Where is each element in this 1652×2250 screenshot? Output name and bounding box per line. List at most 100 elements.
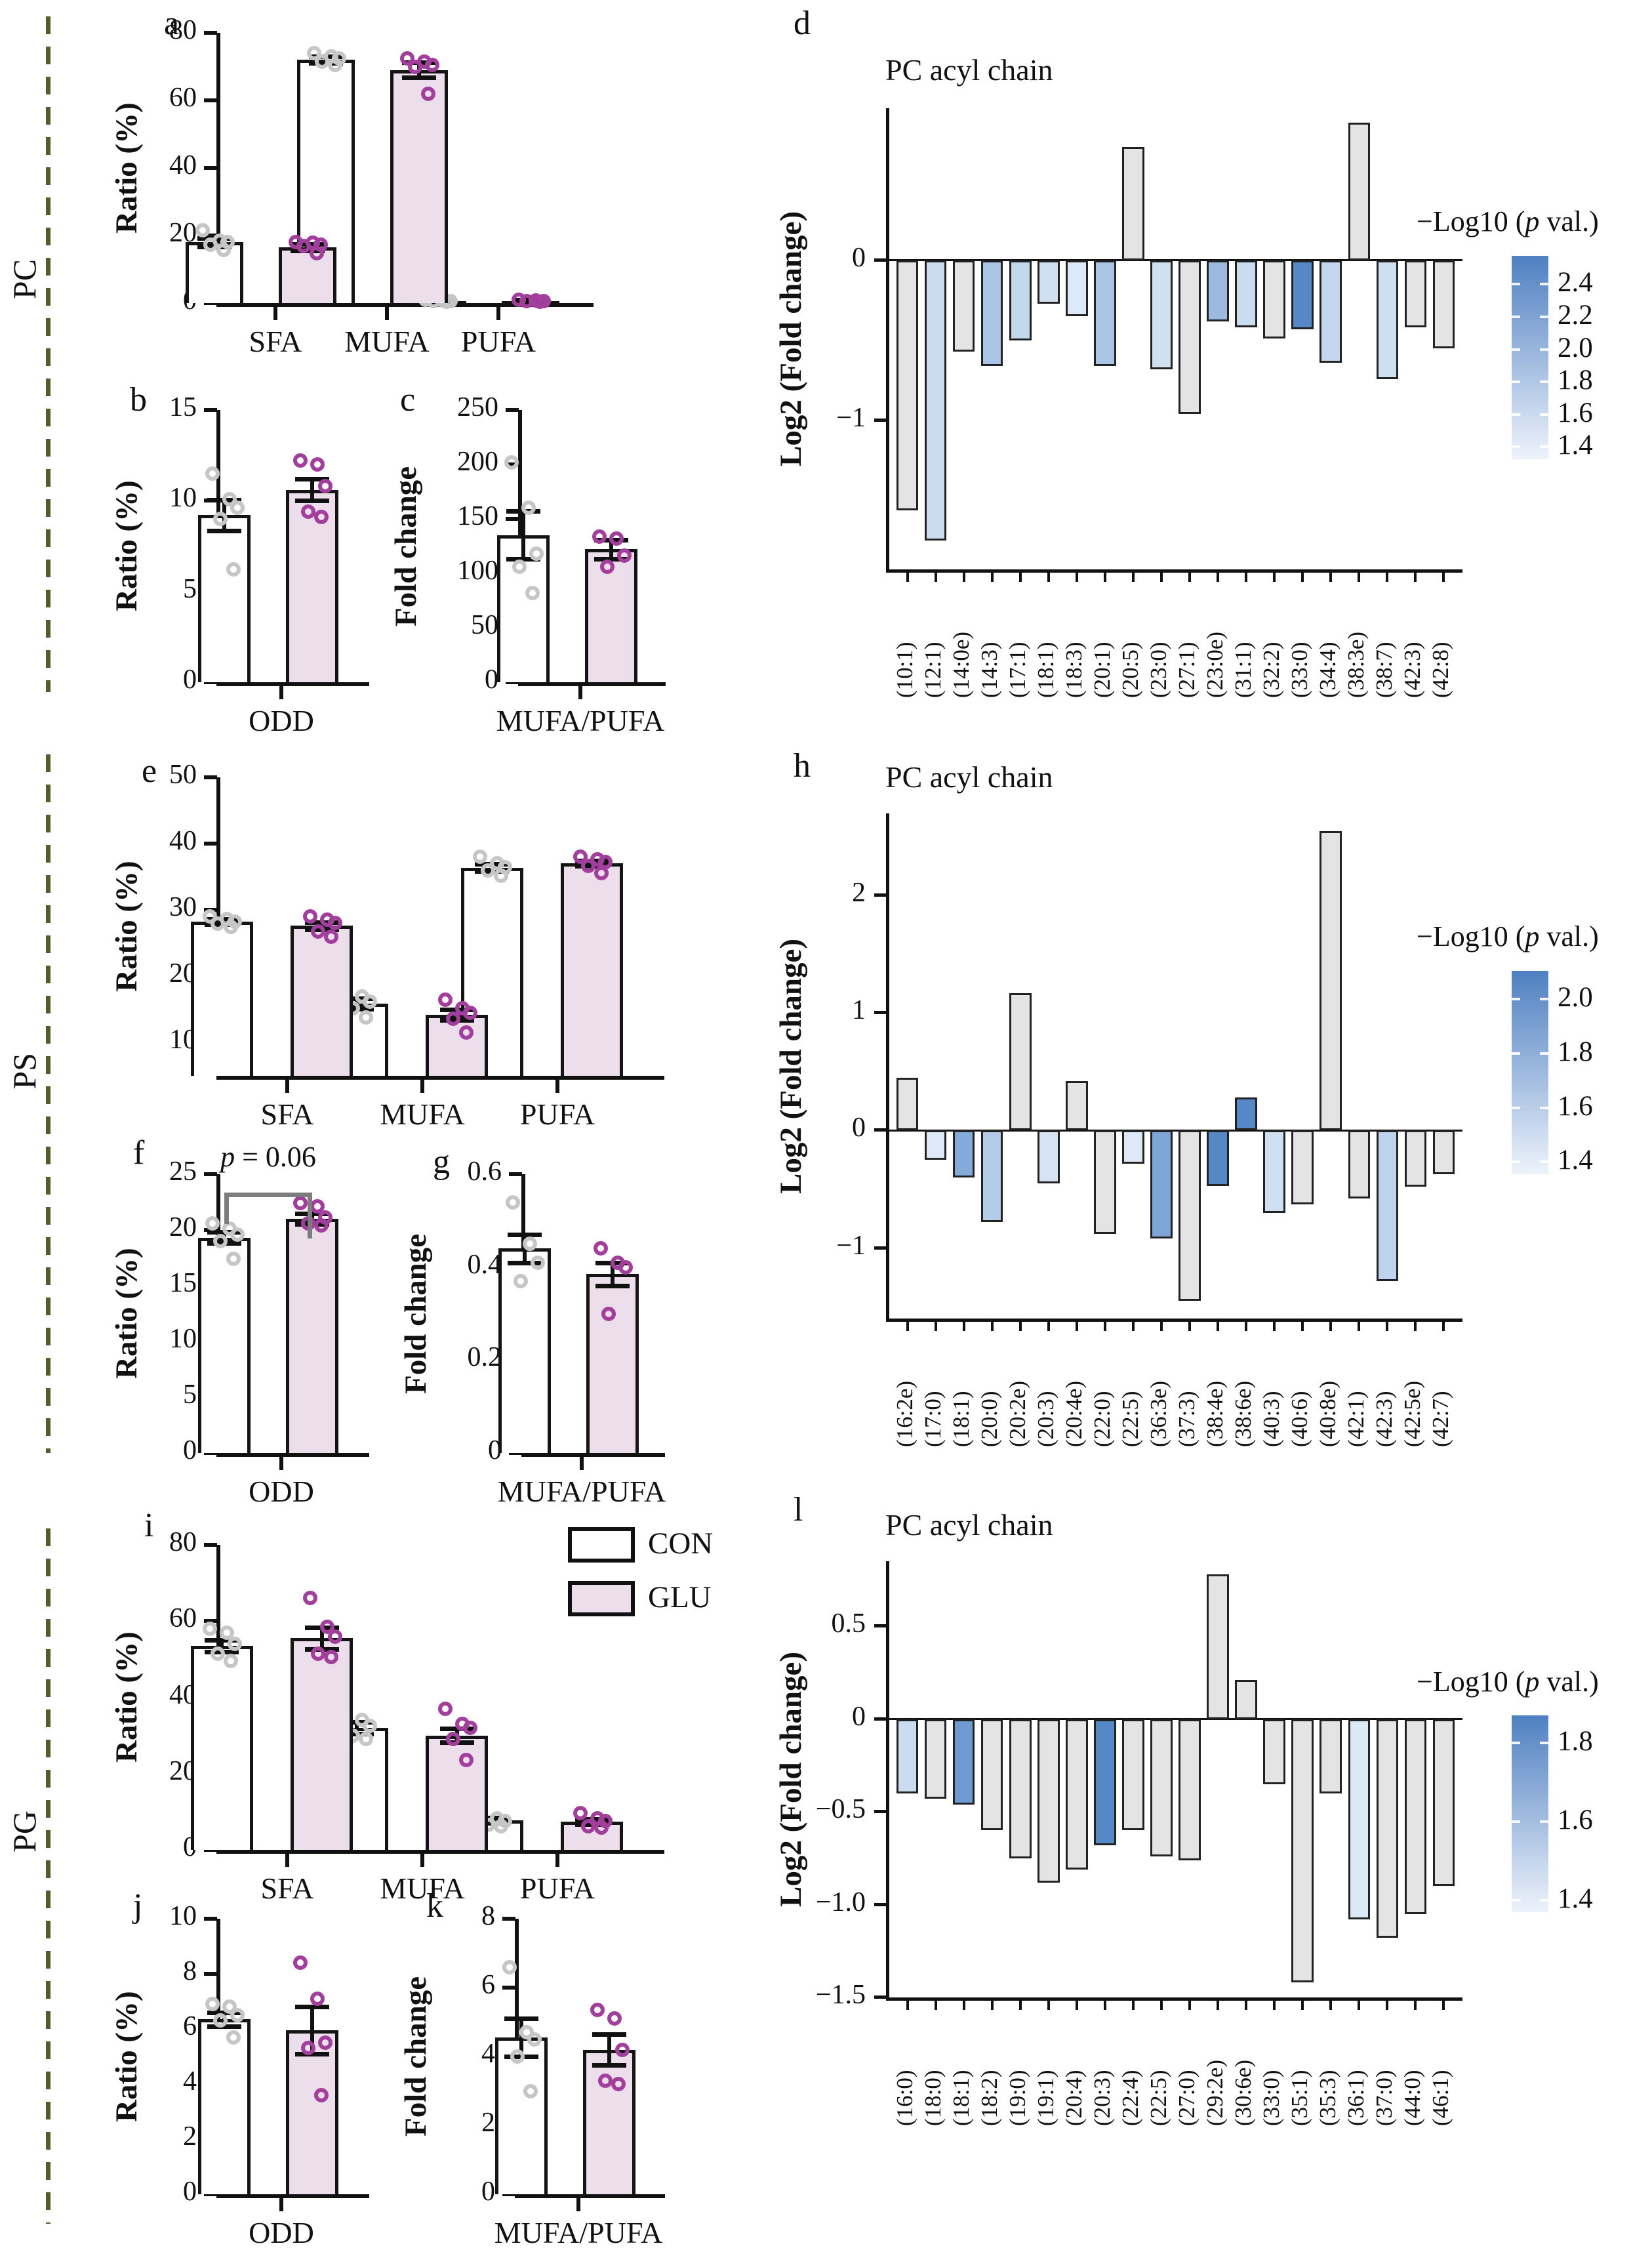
panel-d-colorbar-tick-l <box>1512 413 1520 416</box>
panel-d-bar-(27:1) <box>1179 260 1201 415</box>
panel-h-colorbar-tick-label: 2.0 <box>1558 982 1593 1013</box>
panel-d-letter: d <box>794 5 811 42</box>
panel-d-y-axis <box>886 108 889 573</box>
panel-h-bar-(40:8e) <box>1320 830 1342 1131</box>
panel-c-dot-MUFA/PUFA-CON <box>521 501 536 516</box>
panel-i-dot-SFA-GLU <box>302 1591 317 1606</box>
panel-d-x-tick <box>1358 573 1361 582</box>
panel-l-x-tick <box>990 2001 994 2010</box>
panel-a-bar-SFA-CON <box>186 242 243 303</box>
panel-d-bar-(18:1) <box>1037 260 1060 304</box>
panel-f-errcap-top-ODD-GLU <box>295 1212 329 1217</box>
panel-d-x-label: (23:0e) <box>1202 631 1228 698</box>
panel-f-sig-bracket-r <box>308 1193 312 1238</box>
panel-i-y-tick-label: 60 <box>169 1603 197 1634</box>
panel-d-colorbar-tick-label: 2.0 <box>1558 332 1593 363</box>
panel-l-y-tick-label: 0.5 <box>831 1608 866 1639</box>
panel-l-letter: l <box>794 1491 803 1528</box>
panel-b-bar-ODD-CON <box>198 515 251 682</box>
panel-f-y-tick-label: 20 <box>169 1212 197 1242</box>
panel-a-errcap-bot-MUFA-GLU <box>402 75 436 80</box>
panel-c-y-axis-label: Fold change <box>389 466 423 626</box>
panel-b-errcap-top-ODD-GLU <box>295 477 329 482</box>
panel-k-bar-MUFA/PUFA-GLU <box>583 2049 635 2194</box>
panel-h-bar-(20:3) <box>1037 1130 1060 1184</box>
panel-h-x-label: (38:6e) <box>1230 1380 1257 1447</box>
panel-h-x-tick <box>1414 1322 1417 1331</box>
panel-h-x-tick <box>934 1322 937 1331</box>
panel-g-errcap-bot-MUFA/PUFA-GLU <box>595 1284 630 1288</box>
panel-d-x-tick <box>906 573 909 582</box>
panel-d-bar-(14:0e) <box>952 260 975 352</box>
panel-d-bar-(18:3) <box>1066 260 1088 317</box>
panel-e-dot-PUFA-CON <box>494 868 508 883</box>
panel-b-dot-ODD-GLU <box>310 457 325 472</box>
panel-h-x-label: (42:1) <box>1343 1391 1369 1447</box>
panel-l-bar-(46:1) <box>1432 1719 1455 1887</box>
panel-j-y-tick <box>204 1917 217 1921</box>
panel-a-y-tick <box>204 98 217 102</box>
panel-d-bar-(10:1) <box>896 260 919 510</box>
legend-glu-swatch <box>568 1581 635 1616</box>
panel-l-colorbar-tick-l <box>1512 1820 1520 1823</box>
panel-d-x-label: (17:1) <box>1004 642 1030 698</box>
panel-k-bar-MUFA/PUFA-CON <box>495 2037 548 2194</box>
panel-d-colorbar-tick-label: 1.6 <box>1558 397 1593 428</box>
panel-h-x-tick <box>1131 1322 1135 1331</box>
panel-h-y-tick-label: 2 <box>852 878 866 909</box>
panel-b-dot-ODD-CON <box>205 466 220 481</box>
panel-a-dot-SFA-CON <box>216 242 231 257</box>
panel-d-bar-(32:2) <box>1263 260 1285 339</box>
panel-d-x-tick <box>1386 573 1389 582</box>
panel-k-errcap-top-MUFA/PUFA-GLU <box>592 2032 626 2037</box>
panel-l-y-tick <box>874 1624 886 1628</box>
panel-c-errbar-MUFA/PUFA-CON <box>521 511 525 560</box>
panel-h-bar-(40:6) <box>1291 1130 1314 1205</box>
panel-d-bar-(14:3) <box>980 260 1003 366</box>
panel-i-x-axis <box>216 1850 664 1854</box>
panel-k-y-axis-label: Fold change <box>399 1976 433 2137</box>
panel-e-x-label: MUFA <box>380 1097 465 1131</box>
pc-section-label: PC <box>6 259 43 300</box>
panel-d-x-label: (38:7) <box>1371 642 1398 698</box>
panel-h-x-tick <box>1386 1322 1389 1331</box>
panel-d-colorbar-tick-r <box>1540 380 1548 384</box>
panel-i-y-axis-label: Ratio (%) <box>110 1631 144 1763</box>
panel-f-y-tick <box>204 1451 217 1455</box>
panel-c-y-tick <box>506 517 519 521</box>
panel-i-y-tick <box>204 1848 217 1852</box>
panel-h-x-tick <box>1075 1322 1078 1331</box>
panel-b-y-tick-label: 5 <box>183 573 197 604</box>
panel-d-colorbar <box>1512 256 1548 459</box>
legend-con-swatch <box>568 1527 635 1563</box>
panel-d-x-tick <box>1018 573 1022 582</box>
panel-l-x-tick <box>1075 2001 1078 2010</box>
panel-h-colorbar-tick-r <box>1540 1052 1548 1055</box>
panel-d-colorbar-tick-r <box>1540 348 1548 351</box>
panel-l-x-label: (19:1) <box>1032 2070 1058 2126</box>
panel-l-colorbar-tick-label: 1.6 <box>1558 1805 1593 1835</box>
panel-g-y-tick-label: 0.2 <box>467 1342 502 1373</box>
panel-l-x-label: (46:1) <box>1428 2070 1454 2126</box>
panel-l-bar-(19:0) <box>1009 1719 1032 1858</box>
panel-k-dot-MUFA/PUFA-GLU <box>615 2042 630 2057</box>
panel-k-x-tick <box>576 2198 580 2211</box>
panel-a-x-label: SFA <box>249 325 302 358</box>
panel-g-dot-MUFA/PUFA-GLU <box>594 1241 608 1256</box>
panel-d-x-label: (27:1) <box>1174 642 1200 698</box>
panel-f-dot-ODD-GLU <box>310 1199 325 1214</box>
panel-k-dot-MUFA/PUFA-CON <box>502 1959 517 1974</box>
panel-l-x-tick <box>1047 2001 1050 2010</box>
panel-k-y-tick-label: 6 <box>481 1970 495 2000</box>
panel-b-y-axis-label: Ratio (%) <box>110 480 144 612</box>
panel-e-dot-SFA-GLU <box>327 916 342 931</box>
panel-b-y-tick-label: 0 <box>183 665 197 695</box>
panel-l-x-tick <box>1386 2001 1389 2010</box>
panel-d-bar-(38:3e) <box>1348 122 1371 260</box>
panel-i-x-label: MUFA <box>380 1872 465 1905</box>
panel-d-x-tick <box>1047 573 1050 582</box>
panel-e-dot-MUFA-CON <box>359 1010 373 1025</box>
panel-h-x-label: (22:0) <box>1089 1391 1115 1447</box>
panel-i-dot-MUFA-GLU <box>445 1732 460 1747</box>
panel-k-y-tick <box>502 2192 515 2196</box>
